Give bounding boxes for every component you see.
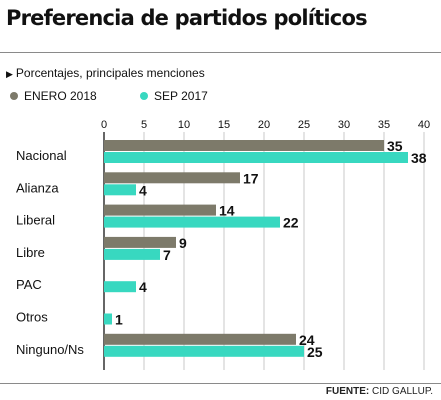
data-label: 1	[115, 312, 123, 328]
legend-item-sep-2017: SEP 2017	[140, 89, 208, 103]
category-label: PAC	[16, 277, 42, 292]
bar	[104, 172, 240, 184]
title-divider	[0, 52, 441, 53]
data-label: 22	[283, 215, 299, 231]
triangle-bullet-icon: ▶	[6, 69, 13, 79]
x-tick-label: 35	[378, 119, 390, 131]
legend-swatch-enero-2018	[10, 92, 18, 100]
x-tick-label: 40	[418, 119, 430, 131]
source-name: CID GALLUP.	[372, 386, 433, 397]
x-tick-label: 10	[178, 119, 190, 131]
x-tick-label: 0	[101, 119, 107, 131]
legend-label-enero-2018: ENERO 2018	[24, 89, 97, 103]
x-tick-label: 30	[338, 119, 350, 131]
category-label: Alianza	[16, 180, 59, 195]
x-tick-label: 5	[141, 119, 147, 131]
subtitle-text: Porcentajes, principales menciones	[15, 66, 205, 80]
x-tick-label: 25	[298, 119, 310, 131]
category-label: Otros	[16, 310, 48, 325]
category-label: Libre	[16, 245, 45, 260]
data-label: 35	[387, 138, 403, 154]
category-label: Liberal	[16, 213, 55, 228]
footer-divider	[0, 383, 441, 384]
bar	[104, 248, 160, 260]
data-label: 7	[163, 247, 171, 263]
legend-item-enero-2018: ENERO 2018	[10, 89, 97, 103]
bar	[104, 345, 304, 357]
bar	[104, 313, 112, 325]
category-label: Nacional	[16, 148, 67, 163]
legend-label-sep-2017: SEP 2017	[154, 89, 208, 103]
legend-swatch-sep-2017	[140, 92, 148, 100]
chart-title: Preferencia de partidos políticos	[6, 6, 368, 30]
bar	[104, 140, 384, 151]
data-label: 14	[219, 203, 235, 219]
data-label: 24	[299, 332, 315, 348]
chart-subtitle: ▶ Porcentajes, principales menciones	[6, 66, 205, 80]
bar	[104, 333, 296, 345]
x-tick-label: 20	[258, 119, 270, 131]
category-label: Ninguno/Ns	[16, 342, 84, 357]
data-label: 25	[307, 344, 323, 360]
source-note: FUENTE: CID GALLUP.	[326, 386, 433, 397]
bar	[104, 236, 176, 248]
bar	[104, 152, 408, 163]
bar	[104, 184, 136, 196]
data-label: 17	[243, 170, 259, 186]
bar	[104, 216, 280, 228]
data-label: 38	[411, 150, 427, 166]
data-label: 4	[139, 279, 147, 295]
bar	[104, 281, 136, 293]
source-label: FUENTE:	[325, 386, 370, 397]
data-label: 9	[179, 235, 187, 251]
bar	[104, 204, 216, 216]
data-label: 4	[139, 182, 147, 198]
x-tick-label: 15	[218, 119, 230, 131]
